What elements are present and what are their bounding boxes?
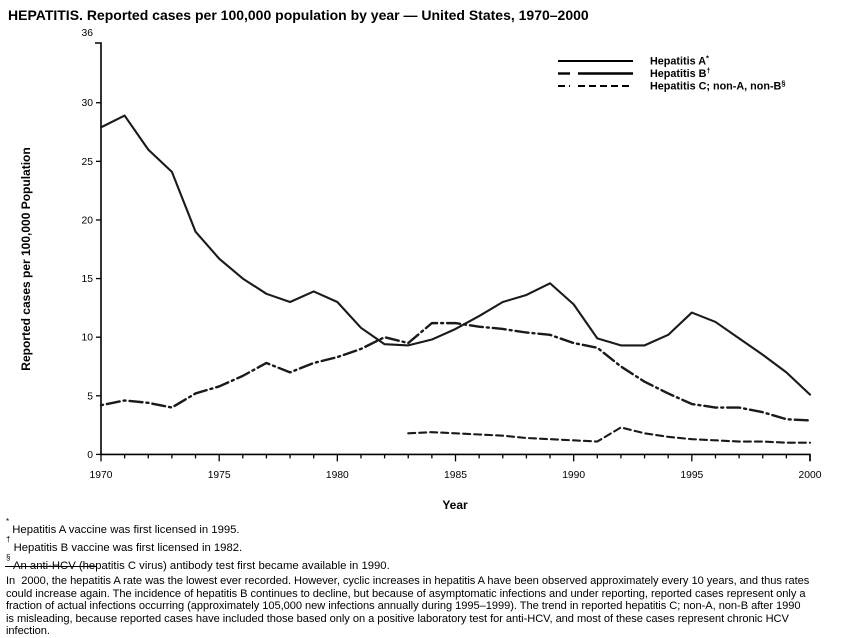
svg-text:Hepatitis B†: Hepatitis B† — [650, 66, 711, 81]
svg-text:10: 10 — [82, 333, 94, 344]
svg-text:1980: 1980 — [326, 470, 349, 481]
svg-text:Reported cases per 100,000 Pop: Reported cases per 100,000 Population — [19, 147, 33, 370]
svg-text:2000: 2000 — [799, 470, 822, 481]
svg-text:5: 5 — [87, 391, 93, 402]
svg-text:1970: 1970 — [90, 470, 113, 481]
svg-text:Hepatitis C; non-A, non-B§: Hepatitis C; non-A, non-B§ — [650, 78, 786, 93]
svg-text:1995: 1995 — [680, 470, 703, 481]
svg-text:1985: 1985 — [444, 470, 467, 481]
svg-text:25: 25 — [82, 157, 94, 168]
svg-text:1990: 1990 — [562, 470, 585, 481]
svg-text:36: 36 — [82, 28, 94, 39]
svg-text:30: 30 — [82, 98, 94, 109]
svg-text:1975: 1975 — [208, 470, 231, 481]
svg-text:15: 15 — [82, 274, 94, 285]
svg-text:Year: Year — [442, 498, 468, 512]
svg-text:20: 20 — [82, 215, 94, 226]
svg-text:0: 0 — [87, 450, 93, 461]
svg-text:Hepatitis A*: Hepatitis A* — [650, 53, 709, 68]
